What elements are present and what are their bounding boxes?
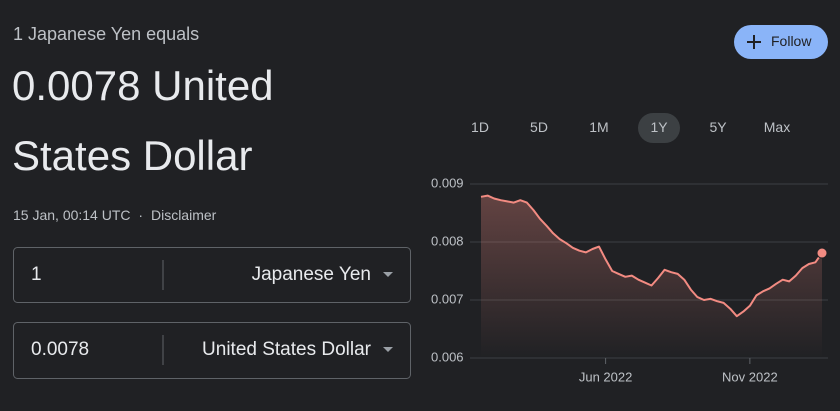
converter-row[interactable]: 0.0078 United States Dollar: [13, 322, 411, 379]
y-tick-label: 0.006: [431, 349, 464, 364]
rate-line: 0.0078 United: [12, 62, 274, 109]
tab-selected-bg[interactable]: [638, 113, 680, 143]
currency[interactable]: Japanese Yen: [252, 264, 371, 285]
separator: ·: [138, 207, 143, 223]
dropdown-arrow[interactable]: [383, 272, 393, 277]
plus-icon: [747, 35, 761, 49]
range-tabs: 1D 5D 1M 1Y 5Y Max: [471, 113, 790, 143]
timestamp: 15 Jan, 00:14 UTC · Disclaimer: [13, 207, 217, 223]
range-tab[interactable]: 5D: [530, 119, 548, 135]
x-tick-label: Jun 2022: [579, 369, 633, 384]
area: [481, 195, 822, 358]
button-bg[interactable]: [734, 25, 828, 59]
amount[interactable]: 1: [31, 264, 42, 285]
disclaimer-link[interactable]: Disclaimer: [151, 207, 217, 223]
y-tick-label: 0.009: [431, 175, 464, 190]
button-label[interactable]: Follow: [771, 33, 812, 49]
range-tab[interactable]: 1M: [589, 119, 608, 135]
y-tick-label: 0.008: [431, 233, 464, 248]
time: 15 Jan, 00:14 UTC: [13, 207, 131, 223]
range-tab[interactable]: 5Y: [709, 119, 727, 135]
range-tab[interactable]: 1D: [471, 119, 489, 135]
amount[interactable]: 0.0078: [31, 339, 89, 360]
end-dot: [816, 247, 828, 259]
rate-line: States Dollar: [12, 132, 252, 179]
line: [480, 194, 823, 318]
input-box[interactable]: [13, 322, 411, 379]
converter-row[interactable]: 1 Japanese Yen: [13, 247, 411, 303]
dropdown-arrow[interactable]: [383, 347, 393, 352]
currency[interactable]: United States Dollar: [202, 339, 372, 360]
follow-button[interactable]: Follow: [734, 25, 828, 59]
chart: 0.006 0.007 0.008 0.009 Jun 2022 Nov 2022: [431, 175, 828, 384]
x-tick-label: Nov 2022: [722, 369, 778, 384]
range-tab[interactable]: 1Y: [650, 119, 668, 135]
range-tab[interactable]: Max: [764, 119, 790, 135]
input-box[interactable]: [13, 247, 411, 303]
y-tick-label: 0.007: [431, 291, 464, 306]
subtitle: 1 Japanese Yen equals: [13, 24, 199, 44]
